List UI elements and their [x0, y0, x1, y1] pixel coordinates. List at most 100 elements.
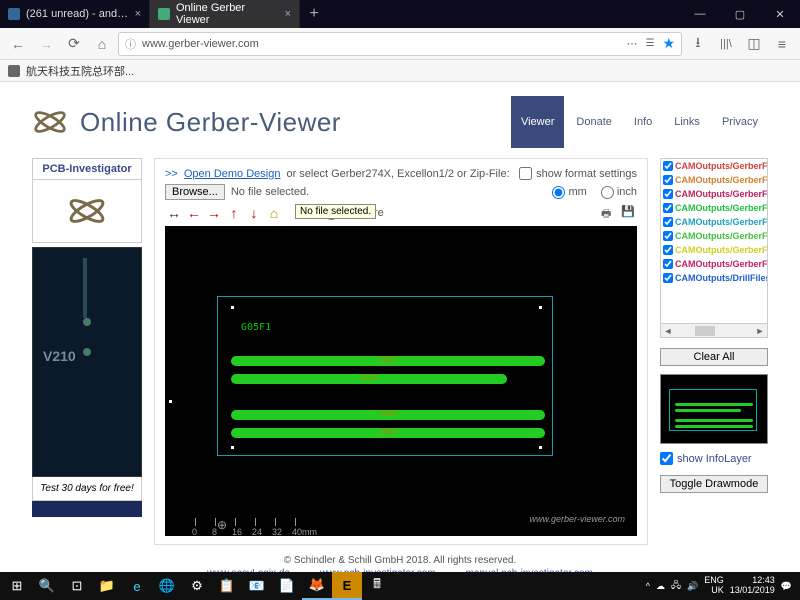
nav-links[interactable]: Links	[664, 96, 710, 148]
gerber-viewer-canvas[interactable]: G05F1 2540204025402540 0816243240mm ⊕ ww…	[165, 226, 637, 536]
taskbar-app[interactable]: 📁	[92, 572, 122, 600]
taskbar-app[interactable]: 📧	[242, 572, 272, 600]
tray-chevron-icon[interactable]: ^	[646, 581, 650, 591]
layer-item[interactable]: CAMOutputs/GerberFiles/s	[661, 243, 767, 257]
layer-checkbox[interactable]	[663, 245, 673, 255]
marker-dot	[169, 400, 172, 403]
layer-item[interactable]: CAMOutputs/GerberFiles/s	[661, 229, 767, 243]
open-demo-link[interactable]: Open Demo Design	[184, 168, 281, 180]
layer-checkbox[interactable]	[663, 259, 673, 269]
taskbar-app[interactable]: 🌐	[152, 572, 182, 600]
taskbar-app[interactable]: ⚙	[182, 572, 212, 600]
layer-checkbox[interactable]	[663, 217, 673, 227]
nav-privacy[interactable]: Privacy	[712, 96, 768, 148]
arrow-up-icon[interactable]: ↑	[225, 204, 243, 222]
back-button[interactable]: ←	[6, 32, 30, 56]
pcb-investigator-ad[interactable]: PCB-Investigator	[32, 158, 142, 243]
close-icon[interactable]: ×	[135, 8, 141, 20]
arrow-left-icon[interactable]: ←	[185, 204, 203, 222]
scroll-thumb[interactable]	[695, 326, 715, 336]
search-icon[interactable]: 🔍	[32, 572, 62, 600]
layer-checkbox[interactable]	[663, 203, 673, 213]
tray-clock[interactable]: 12:43 13/01/2019	[730, 576, 775, 596]
nav-viewer[interactable]: Viewer	[511, 96, 564, 148]
layer-item[interactable]: CAMOutputs/GerberFiles/c	[661, 159, 767, 173]
thumbnail-view[interactable]	[660, 374, 768, 444]
footer-link-2[interactable]: www.pcb-investigator.com	[320, 568, 436, 572]
show-format-checkbox[interactable]: show format settings	[519, 167, 637, 180]
nav-info[interactable]: Info	[624, 96, 662, 148]
crosshair-icon: ⊕	[217, 518, 227, 532]
maximize-button[interactable]: ▢	[720, 0, 760, 28]
minimize-button[interactable]: —	[680, 0, 720, 28]
arrow-down-icon[interactable]: ↓	[245, 204, 263, 222]
show-infolayer-checkbox[interactable]: show InfoLayer	[660, 452, 768, 465]
browser-tab-1[interactable]: (261 unread) - andythomasma ×	[0, 0, 150, 28]
nav-donate[interactable]: Donate	[566, 96, 621, 148]
layer-checkbox[interactable]	[663, 175, 673, 185]
bookmark-item[interactable]: 航天科技五院总环部...	[26, 63, 134, 79]
taskbar-app[interactable]: 📄	[272, 572, 302, 600]
site-info-icon[interactable]: ⓘ	[125, 36, 136, 52]
sidebar-icon[interactable]: ◫	[742, 32, 766, 56]
taskbar-app[interactable]: e	[122, 572, 152, 600]
home-button[interactable]: ⌂	[90, 32, 114, 56]
tray-language[interactable]: ENG UK	[704, 576, 724, 596]
bookmark-star-icon[interactable]: ★	[662, 35, 675, 52]
clear-all-button[interactable]: Clear All	[660, 348, 768, 366]
reload-button[interactable]: ⟳	[62, 32, 86, 56]
scroll-left-icon[interactable]: ◄	[661, 326, 675, 336]
layer-item[interactable]: CAMOutputs/GerberFiles/s	[661, 215, 767, 229]
taskbar-app[interactable]: E	[332, 572, 362, 600]
toggle-drawmode-button[interactable]: Toggle Drawmode	[660, 475, 768, 493]
library-icon[interactable]: |||\	[714, 32, 738, 56]
browse-button[interactable]: Browse...	[165, 184, 225, 200]
more-icon[interactable]: ⋯	[626, 37, 637, 50]
inch-radio[interactable]	[601, 186, 614, 199]
horizontal-scrollbar[interactable]: ◄ ►	[661, 323, 767, 337]
mm-radio[interactable]	[552, 186, 565, 199]
layer-item[interactable]: CAMOutputs/GerberFiles/p	[661, 187, 767, 201]
layer-checkbox[interactable]	[663, 189, 673, 199]
browser-tab-2[interactable]: Online Gerber Viewer ×	[150, 0, 300, 28]
trace-label: 2540	[379, 355, 397, 364]
unit-inch[interactable]: inch	[601, 186, 637, 199]
menu-icon[interactable]: ≡	[770, 32, 794, 56]
url-bar[interactable]: ⓘ www.gerber-viewer.com ⋯ ☰ ★	[118, 32, 682, 56]
downloads-icon[interactable]: ⭳	[686, 32, 710, 56]
zoom-out-icon[interactable]: ↔	[165, 204, 183, 222]
footer-link-3[interactable]: manual.pcb-investigator.com	[466, 568, 593, 572]
save-icon[interactable]: 💾	[621, 205, 637, 221]
new-tab-button[interactable]: +	[300, 0, 328, 28]
trial-text[interactable]: Test 30 days for free!	[32, 477, 142, 501]
tray-volume-icon[interactable]: 🔊	[687, 581, 698, 592]
unit-mm[interactable]: mm	[552, 186, 586, 199]
reader-icon[interactable]: ☰	[645, 38, 654, 49]
taskbar-app[interactable]: 🖩	[362, 572, 392, 600]
taskbar-app[interactable]: 📋	[212, 572, 242, 600]
close-icon[interactable]: ×	[285, 8, 291, 20]
print-icon[interactable]: 🖶	[601, 205, 617, 221]
close-window-button[interactable]: ✕	[760, 0, 800, 28]
layer-item[interactable]: CAMOutputs/GerberFiles/s	[661, 201, 767, 215]
pcb-preview-ad[interactable]: V210	[32, 247, 142, 477]
task-view-icon[interactable]: ⊡	[62, 572, 92, 600]
taskbar-firefox[interactable]: 🦊	[302, 572, 332, 600]
infolayer-checkbox-input[interactable]	[660, 452, 673, 465]
home-view-icon[interactable]: ⌂	[265, 204, 283, 222]
layer-item[interactable]: CAMOutputs/DrillFiles/drill	[661, 271, 767, 285]
layer-checkbox[interactable]	[663, 231, 673, 241]
tray-network-icon[interactable]: 🖧	[671, 578, 681, 594]
footer-link-1[interactable]: www.easyLogix.de	[207, 568, 290, 572]
start-button[interactable]: ⊞	[2, 572, 32, 600]
scroll-right-icon[interactable]: ►	[753, 326, 767, 336]
layer-item[interactable]: CAMOutputs/GerberFiles/c	[661, 173, 767, 187]
layer-item[interactable]: CAMOutputs/GerberFiles/s	[661, 257, 767, 271]
tray-notifications-icon[interactable]: 💬	[781, 581, 792, 592]
layer-checkbox[interactable]	[663, 161, 673, 171]
arrow-right-icon[interactable]: →	[205, 204, 223, 222]
tray-cloud-icon[interactable]: ☁	[656, 581, 665, 592]
forward-button[interactable]: →	[34, 32, 58, 56]
layer-checkbox[interactable]	[663, 273, 673, 283]
format-checkbox-input[interactable]	[519, 167, 532, 180]
